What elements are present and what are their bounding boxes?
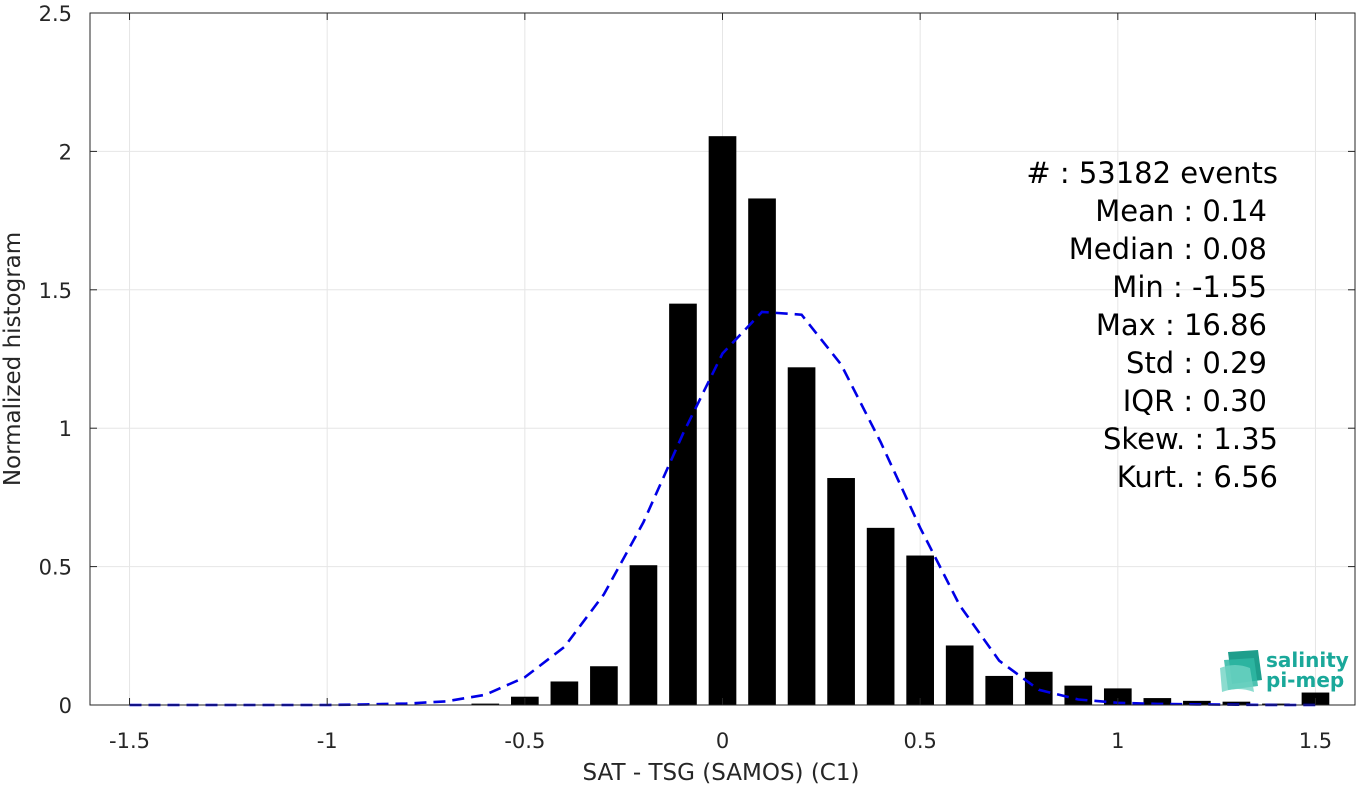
histogram-bar — [787, 367, 816, 705]
y-axis-label: Normalized histogram — [0, 232, 26, 486]
stat-std: Std : 0.29 — [1126, 346, 1267, 380]
stat-min: Min : -1.55 — [1112, 270, 1267, 304]
stats-box: # : 53182 events Mean : 0.14 Median : 0.… — [1026, 156, 1278, 494]
x-tick-label: -0.5 — [504, 729, 545, 753]
histogram-bar — [550, 681, 579, 705]
histogram-bar — [1103, 688, 1132, 705]
histogram-bar — [629, 565, 658, 705]
x-tick-label: 1 — [1111, 729, 1124, 753]
x-tick-label: 1.5 — [1299, 729, 1332, 753]
x-tick-label: -1 — [317, 729, 338, 753]
logo-line2: pi-mep — [1266, 668, 1344, 692]
x-tick-label: 0.5 — [903, 729, 936, 753]
histogram-bar — [590, 666, 618, 705]
stat-iqr: IQR : 0.30 — [1123, 384, 1267, 418]
y-tick-label: 0.5 — [39, 556, 72, 580]
y-tick-label: 2.5 — [39, 2, 72, 26]
axis-ticks — [90, 12, 1355, 706]
x-tick-label: 0 — [716, 729, 729, 753]
x-tick-label: -1.5 — [109, 729, 150, 753]
logo-waves-icon — [1220, 650, 1262, 692]
bars — [471, 136, 1330, 705]
histogram-bar — [669, 303, 697, 705]
y-tick-labels: 0 0.5 1 1.5 2 2.5 — [39, 2, 72, 718]
histogram-bar — [866, 527, 895, 705]
histogram-bar — [1183, 700, 1211, 705]
histogram-bar — [906, 555, 934, 705]
histogram-bar — [1064, 685, 1093, 705]
histogram-bar — [985, 675, 1014, 705]
y-tick-label: 2 — [59, 140, 72, 164]
histogram-bar — [1024, 671, 1053, 705]
histogram-bar — [708, 136, 737, 705]
stat-median: Median : 0.08 — [1069, 232, 1267, 266]
stat-kurt: Kurt. : 6.56 — [1117, 460, 1278, 494]
y-tick-label: 0 — [59, 694, 72, 718]
stat-max: Max : 16.86 — [1096, 308, 1267, 342]
x-tick-labels: -1.5 -1 -0.5 0 0.5 1 1.5 — [109, 729, 1332, 753]
y-tick-label: 1.5 — [39, 279, 72, 303]
x-axis-label: SAT - TSG (SAMOS) (C1) — [583, 760, 860, 785]
histogram-bar — [1222, 701, 1251, 705]
histogram-bar — [945, 645, 974, 705]
histogram-bar — [1143, 698, 1172, 705]
histogram-bar — [748, 198, 776, 705]
histogram-bar — [471, 703, 500, 705]
stat-mean: Mean : 0.14 — [1095, 194, 1267, 228]
stat-count: # : 53182 events — [1026, 156, 1278, 190]
histogram-bar — [827, 478, 855, 705]
logo-line1: salinity — [1266, 648, 1349, 672]
salinity-pi-mep-logo: salinity pi-mep — [1220, 648, 1349, 692]
stat-skew: Skew. : 1.35 — [1103, 422, 1278, 456]
y-tick-label: 1 — [59, 417, 72, 441]
